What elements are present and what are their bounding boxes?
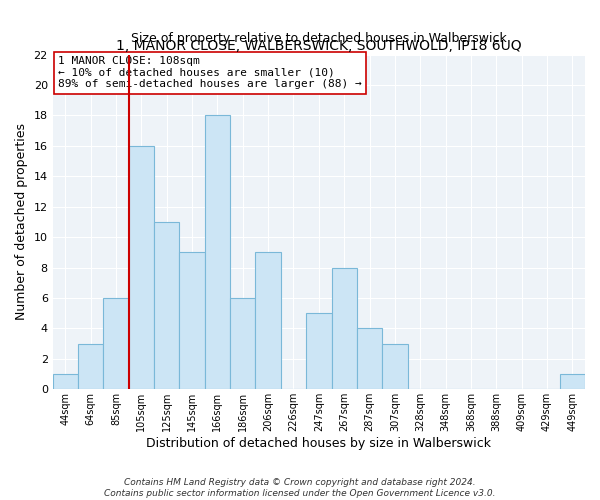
X-axis label: Distribution of detached houses by size in Walberswick: Distribution of detached houses by size …: [146, 437, 491, 450]
Text: 1 MANOR CLOSE: 108sqm
← 10% of detached houses are smaller (10)
89% of semi-deta: 1 MANOR CLOSE: 108sqm ← 10% of detached …: [58, 56, 362, 90]
Bar: [179, 252, 205, 390]
Bar: [230, 298, 256, 390]
Y-axis label: Number of detached properties: Number of detached properties: [15, 124, 28, 320]
Bar: [332, 268, 357, 390]
Bar: [103, 298, 129, 390]
Bar: [154, 222, 179, 390]
Bar: [205, 116, 230, 390]
Bar: [560, 374, 585, 390]
Bar: [53, 374, 78, 390]
Bar: [256, 252, 281, 390]
Bar: [382, 344, 407, 390]
Title: 1, MANOR CLOSE, WALBERSWICK, SOUTHWOLD, IP18 6UQ: 1, MANOR CLOSE, WALBERSWICK, SOUTHWOLD, …: [116, 40, 521, 54]
Bar: [78, 344, 103, 390]
Text: Size of property relative to detached houses in Walberswick: Size of property relative to detached ho…: [131, 32, 507, 44]
Text: Contains HM Land Registry data © Crown copyright and database right 2024.
Contai: Contains HM Land Registry data © Crown c…: [104, 478, 496, 498]
Bar: [357, 328, 382, 390]
Bar: [306, 313, 332, 390]
Bar: [129, 146, 154, 390]
